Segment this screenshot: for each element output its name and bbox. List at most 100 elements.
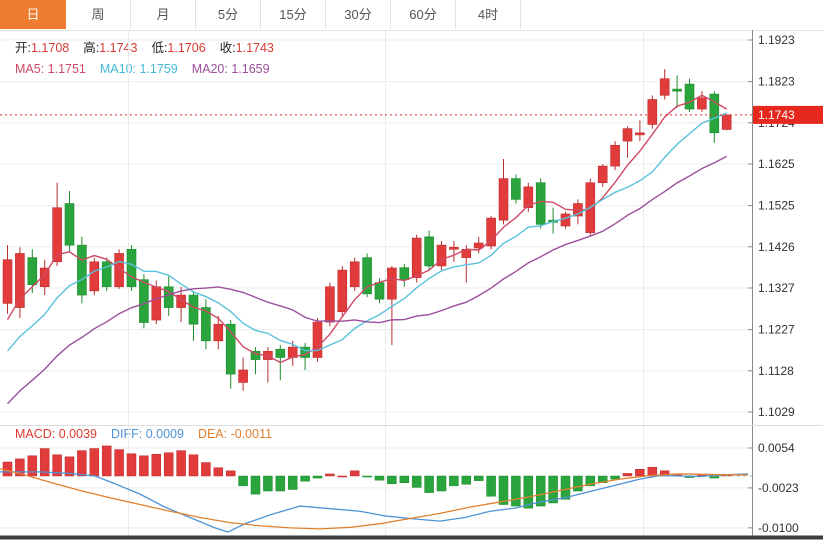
macd-histogram-bar bbox=[337, 475, 348, 478]
ohlc-label: 开: bbox=[15, 41, 31, 55]
tab-timeframe-4[interactable]: 15分 bbox=[261, 0, 326, 29]
macd-histogram-bar bbox=[151, 453, 162, 477]
candle-body bbox=[486, 217, 496, 247]
candle-body bbox=[374, 282, 385, 300]
tab-timeframe-2[interactable]: 月 bbox=[131, 0, 196, 29]
macd-histogram-bar bbox=[449, 475, 459, 487]
macd-histogram-bar bbox=[176, 450, 186, 477]
candle-body bbox=[411, 237, 422, 278]
macd-histogram-bar bbox=[15, 458, 25, 477]
macd-histogram-bar bbox=[411, 475, 422, 488]
macd-value: DIFF: 0.0009 bbox=[110, 427, 184, 441]
macd-histogram-bar bbox=[39, 448, 50, 477]
axis-tick-label: 1.1625 bbox=[758, 157, 795, 171]
macd-histogram-bar bbox=[585, 475, 596, 487]
macd-histogram-bar bbox=[213, 467, 224, 477]
kline-chart-canvas[interactable]: 1.19231.18231.17241.16251.15251.14261.13… bbox=[0, 30, 823, 542]
ma5-line bbox=[6, 94, 728, 364]
macd-histogram-bar bbox=[201, 462, 211, 477]
candle-body bbox=[275, 348, 286, 358]
candle-body bbox=[436, 244, 447, 267]
dea-line bbox=[0, 468, 749, 530]
ohlc-label: 低: bbox=[151, 41, 168, 55]
macd-histogram-bar bbox=[560, 475, 571, 500]
macd-histogram-bar bbox=[114, 449, 124, 477]
axis-tick-label: -0.0023 bbox=[758, 481, 799, 495]
candle-body bbox=[387, 267, 397, 300]
candle-body bbox=[424, 236, 434, 267]
macd-histogram-bar bbox=[300, 475, 310, 482]
macd-histogram-bar bbox=[77, 450, 87, 477]
ohlc-readout: 开:1.1708 高:1.1743 低:1.1706 收:1.1743 bbox=[15, 38, 288, 59]
ma-value: MA20: 1.1659 bbox=[191, 62, 270, 76]
macd-histogram-bar bbox=[64, 456, 75, 477]
ohlc-value: 1.1743 bbox=[235, 41, 274, 55]
axis-tick-label: 1.1227 bbox=[758, 323, 795, 337]
candle-body bbox=[511, 178, 521, 200]
tab-timeframe-3[interactable]: 5分 bbox=[196, 0, 261, 29]
macd-histogram-bar bbox=[2, 461, 13, 477]
candle-body bbox=[610, 144, 620, 167]
macd-histogram-bar bbox=[473, 475, 484, 481]
candle-body bbox=[213, 323, 224, 342]
macd-value: MACD: 0.0039 bbox=[15, 427, 97, 441]
ohlc-label: 收: bbox=[219, 41, 236, 55]
macd-histogram-bar bbox=[548, 475, 558, 504]
diff-line bbox=[0, 471, 749, 533]
candle-body bbox=[325, 286, 335, 323]
tab-timeframe-7[interactable]: 4时 bbox=[456, 0, 521, 29]
macd-histogram-bar bbox=[424, 475, 434, 493]
candle-body bbox=[721, 114, 732, 130]
macd-histogram-bar bbox=[374, 475, 385, 481]
ohlc-value: 1.1706 bbox=[167, 41, 206, 55]
candle-body bbox=[684, 83, 695, 110]
candle-body bbox=[64, 203, 75, 246]
tab-timeframe-6[interactable]: 60分 bbox=[391, 0, 456, 29]
macd-histogram-bar bbox=[622, 473, 633, 477]
macd-histogram-bar bbox=[511, 475, 521, 507]
candle-body bbox=[176, 294, 186, 308]
candle-body bbox=[312, 321, 323, 358]
macd-histogram-bar bbox=[89, 448, 100, 477]
macd-histogram-bar bbox=[263, 475, 273, 492]
macd-value: DEA: -0.0011 bbox=[197, 427, 273, 441]
candle-body bbox=[622, 128, 633, 142]
candle-body bbox=[101, 261, 112, 288]
ma10-line bbox=[6, 112, 727, 352]
axis-tick-label: 1.1426 bbox=[758, 240, 795, 254]
candle-body bbox=[672, 88, 682, 92]
candle-body bbox=[337, 269, 348, 313]
macd-histogram-bar bbox=[498, 475, 509, 505]
candle-body bbox=[449, 246, 459, 250]
tab-timeframe-0[interactable]: 日 bbox=[0, 0, 66, 29]
ohlc-value: 1.1743 bbox=[99, 41, 138, 55]
tab-timeframe-1[interactable]: 周 bbox=[66, 0, 131, 29]
axis-tick-label: 1.1029 bbox=[758, 405, 795, 419]
candle-body bbox=[709, 93, 720, 134]
ma20-line bbox=[6, 155, 728, 405]
macd-histogram-bar bbox=[325, 473, 335, 477]
candle-body bbox=[523, 186, 534, 208]
last-price-tag-text: 1.1743 bbox=[758, 108, 795, 122]
macd-histogram-bar bbox=[436, 475, 447, 492]
candle-body bbox=[139, 279, 149, 323]
candle-body bbox=[15, 253, 25, 308]
candle-body bbox=[188, 294, 199, 325]
axis-tick-label: 1.1327 bbox=[758, 281, 795, 295]
macd-histogram-bar bbox=[523, 475, 534, 509]
macd-histogram-bar bbox=[126, 453, 137, 477]
candle-body bbox=[52, 207, 62, 263]
candle-body bbox=[126, 249, 137, 288]
candle-body bbox=[635, 132, 645, 136]
macd-histogram-bar bbox=[287, 475, 298, 490]
macd-histogram-bar bbox=[188, 454, 199, 477]
candle-body bbox=[498, 178, 509, 221]
candle-body bbox=[362, 257, 372, 295]
macd-histogram-bar bbox=[52, 454, 62, 477]
candle-body bbox=[201, 307, 211, 342]
timeframe-toolbar: 日周月 5分 15分 30分 60分 4时 bbox=[0, 0, 823, 31]
tab-timeframe-5[interactable]: 30分 bbox=[326, 0, 391, 29]
axis-tick-label: 1.1923 bbox=[758, 33, 795, 47]
macd-histogram-bar bbox=[349, 470, 360, 477]
